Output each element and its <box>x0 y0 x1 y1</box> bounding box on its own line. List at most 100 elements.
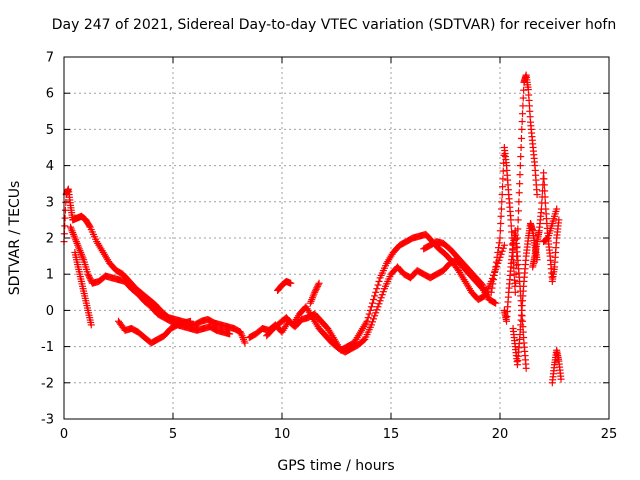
data-point <box>495 239 503 247</box>
data-point <box>514 216 522 224</box>
data-point <box>377 294 385 302</box>
data-point <box>543 235 551 243</box>
data-point <box>499 167 507 175</box>
data-point <box>313 284 321 292</box>
data-point <box>557 375 565 383</box>
y-axis-label: SDTVAR / TECUs <box>7 181 23 296</box>
data-point <box>370 296 378 304</box>
data-point <box>493 253 501 261</box>
data-point <box>517 153 525 161</box>
data-point <box>540 175 548 183</box>
data-point <box>520 86 528 94</box>
data-point <box>496 227 504 235</box>
data-point <box>363 317 371 325</box>
x-tick-label: 15 <box>383 427 400 442</box>
data-point <box>372 309 380 317</box>
data-point <box>373 306 381 314</box>
data-point <box>376 297 384 305</box>
data-markers <box>60 71 565 387</box>
data-point <box>87 321 95 329</box>
data-point <box>515 189 523 197</box>
data-point <box>540 169 548 177</box>
data-point <box>522 364 530 372</box>
data-point <box>497 220 505 228</box>
data-point <box>499 244 507 252</box>
data-point <box>492 258 500 266</box>
data-point <box>541 199 549 207</box>
data-point <box>540 181 548 189</box>
data-point <box>516 171 524 179</box>
data-point <box>371 292 379 300</box>
x-tick-label: 0 <box>60 427 68 442</box>
data-point <box>518 125 526 133</box>
data-point <box>85 222 93 230</box>
data-point <box>374 303 382 311</box>
data-point <box>515 198 523 206</box>
x-tick-label: 10 <box>274 427 291 442</box>
data-point <box>496 234 504 242</box>
data-point <box>517 144 525 151</box>
data-point <box>314 282 322 290</box>
data-point <box>518 118 526 126</box>
data-point <box>498 198 506 206</box>
y-tick-label: 1 <box>46 268 54 283</box>
data-point <box>498 191 506 199</box>
data-point <box>378 291 386 299</box>
data-point <box>512 279 520 287</box>
data-point <box>492 299 500 307</box>
data-point <box>85 273 93 281</box>
data-point <box>507 216 515 224</box>
data-point <box>494 259 502 267</box>
data-point <box>379 288 387 296</box>
data-point <box>311 287 319 295</box>
data-point <box>500 241 508 249</box>
data-point <box>370 315 378 323</box>
data-point <box>241 339 249 347</box>
data-point <box>498 247 506 255</box>
data-point <box>84 270 92 278</box>
data-point <box>367 303 375 311</box>
data-point <box>495 244 503 252</box>
data-point <box>519 102 527 110</box>
data-point <box>491 267 499 275</box>
data-point <box>508 228 516 236</box>
data-point <box>226 330 234 338</box>
data-point <box>373 285 381 293</box>
data-point <box>497 205 505 213</box>
y-tick-label: 6 <box>46 87 54 102</box>
data-point <box>287 279 295 287</box>
data-point <box>507 222 515 230</box>
data-point <box>555 216 563 224</box>
data-point <box>375 277 383 285</box>
data-point <box>477 280 485 288</box>
data-point <box>516 162 524 170</box>
data-point <box>541 193 549 201</box>
data-point <box>368 299 376 307</box>
data-point <box>499 183 507 191</box>
data-point <box>499 175 507 183</box>
data-point <box>511 288 519 296</box>
data-point <box>364 314 372 322</box>
data-point <box>516 180 524 188</box>
x-tick-label: 25 <box>601 427 618 442</box>
data-point <box>519 94 527 102</box>
data-point <box>86 275 94 283</box>
data-point <box>61 214 69 222</box>
y-tick-label: 0 <box>46 304 54 319</box>
data-point <box>371 312 379 320</box>
data-point <box>517 134 525 142</box>
x-axis-label: GPS time / hours <box>277 458 394 474</box>
data-point <box>315 279 323 287</box>
y-tick-label: 3 <box>46 195 54 210</box>
data-point <box>553 205 561 213</box>
data-point <box>489 280 497 288</box>
x-tick-label: 5 <box>169 427 177 442</box>
data-point <box>372 288 380 296</box>
data-point <box>492 263 500 271</box>
data-point <box>489 276 497 284</box>
data-point <box>375 300 383 308</box>
data-point <box>497 212 505 220</box>
data-point <box>368 318 376 326</box>
y-tick-label: -2 <box>41 376 54 391</box>
